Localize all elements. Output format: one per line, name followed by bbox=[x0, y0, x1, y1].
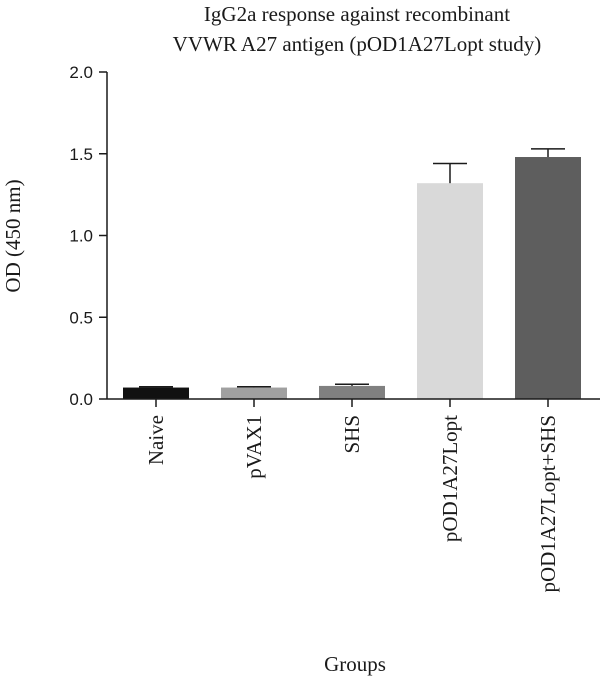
bar bbox=[123, 387, 189, 399]
x-tick-label: pOD1A27Lopt bbox=[438, 415, 462, 542]
y-tick-label: 2.0 bbox=[69, 63, 93, 82]
y-axis-label: OD (450 nm) bbox=[1, 179, 25, 292]
bar bbox=[515, 157, 581, 399]
y-tick-label: 0.5 bbox=[69, 308, 93, 327]
x-tick-label: SHS bbox=[340, 415, 364, 454]
y-tick-label: 0.0 bbox=[69, 390, 93, 409]
x-tick-label: Naive bbox=[144, 415, 168, 465]
chart-title-line-2: VVWR A27 antigen (pOD1A27Lopt study) bbox=[173, 32, 542, 56]
y-axis: 0.0 0.5 1.0 1.5 2.0 bbox=[69, 63, 108, 409]
x-axis-label: Groups bbox=[324, 652, 386, 676]
bar bbox=[319, 385, 385, 399]
x-tick-label: pVAX1 bbox=[242, 415, 266, 479]
chart-title-line-1: IgG2a response against recombinant bbox=[204, 2, 510, 26]
x-axis: Naive pVAX1 SHS pOD1A27Lopt pOD1A27Lopt+SHS bbox=[107, 398, 600, 593]
y-tick-label: 1.5 bbox=[69, 145, 93, 164]
x-tick-label: pOD1A27Lopt+SHS bbox=[536, 415, 560, 593]
bar bbox=[221, 387, 287, 399]
y-tick-label: 1.0 bbox=[69, 227, 93, 246]
bar bbox=[417, 183, 483, 399]
bars bbox=[123, 148, 581, 399]
